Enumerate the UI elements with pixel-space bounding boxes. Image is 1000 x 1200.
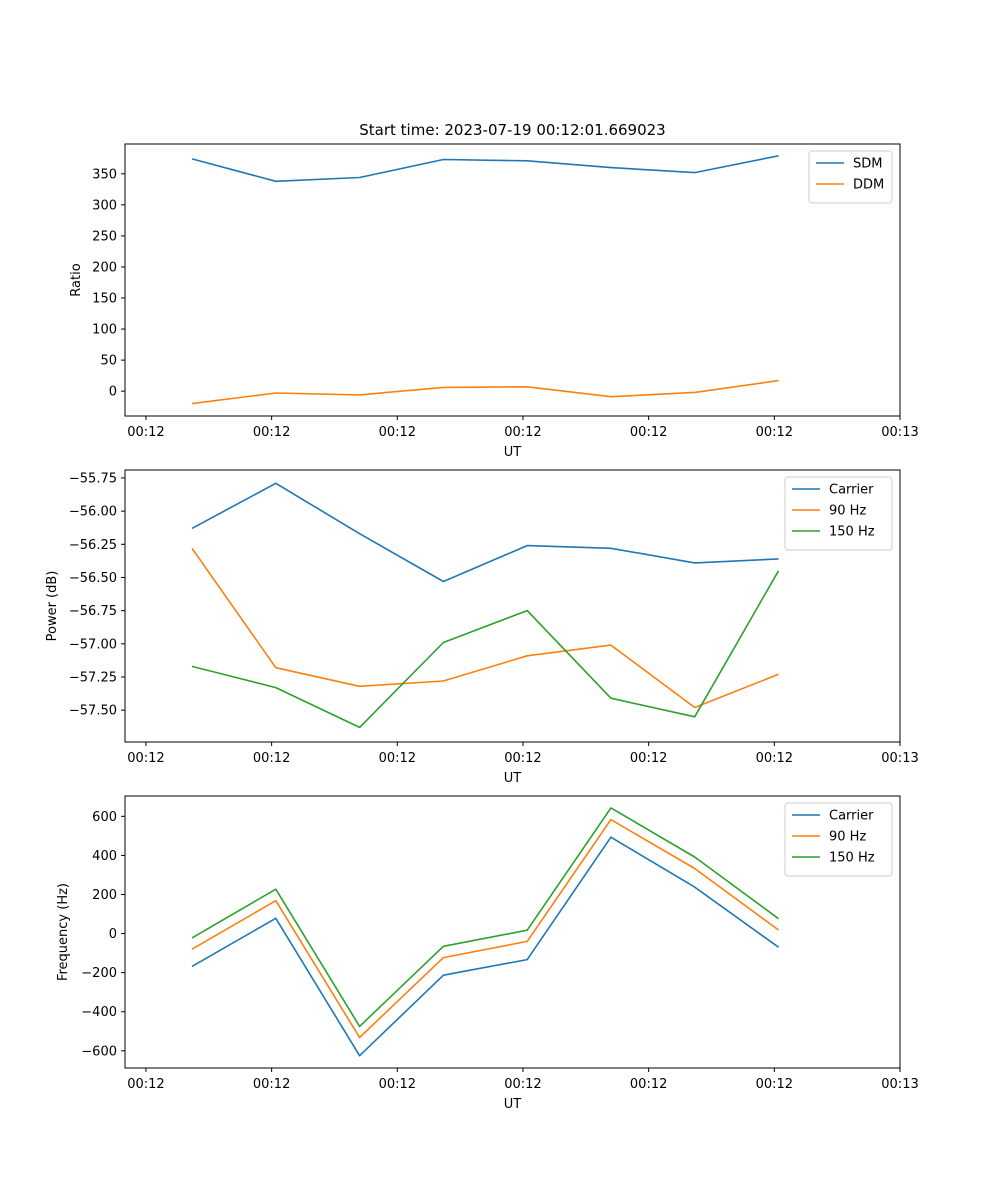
legend-label: 90 Hz — [829, 504, 866, 519]
legend-label: Carrier — [829, 483, 874, 498]
series-line-150-hz — [191, 807, 779, 1028]
y-tick-label: −57.00 — [69, 637, 117, 652]
x-tick-label: 00:12 — [253, 751, 290, 766]
y-tick-label: −56.00 — [69, 505, 117, 520]
x-tick-label: 00:13 — [881, 1077, 918, 1092]
x-tick-label: 00:12 — [756, 425, 793, 440]
chart-power: 00:12 00:12 00:12 00:12 00:12 00:12 00:13 −57.5… — [45, 469, 919, 786]
x-axis-label: UT — [504, 771, 522, 786]
legend: SDM DDM — [808, 150, 893, 204]
legend-label: 150 Hz — [829, 525, 875, 540]
series-line-150-hz — [191, 570, 780, 729]
plot-area — [124, 469, 901, 743]
y-tick-label: 250 — [92, 229, 117, 244]
x-tick-label: 00:12 — [756, 1077, 793, 1092]
x-axis-label: UT — [504, 1097, 522, 1112]
x-tick-label: 00:12 — [504, 425, 541, 440]
y-axis-label: Power (dB) — [45, 571, 60, 642]
x-tick-label: 00:12 — [504, 1077, 541, 1092]
series-line-carrier — [191, 836, 779, 1057]
chart-panels: 00:12 00:12 00:12 00:12 00:12 00:12 00:13 0 50 10… — [45, 143, 919, 1112]
x-tick-label: 00:12 — [504, 751, 541, 766]
x-axis-label: UT — [504, 445, 522, 460]
y-tick-label: −56.75 — [69, 604, 117, 619]
chart-ratio: 00:12 00:12 00:12 00:12 00:12 00:12 00:13 0 50 10… — [69, 143, 919, 460]
x-tick-label: 00:12 — [253, 1077, 290, 1092]
chart-frequency: 00:12 00:12 00:12 00:12 00:12 00:12 00:13 −600 −… — [56, 795, 919, 1112]
y-tick-label: −400 — [81, 1005, 117, 1020]
series-line-90-hz — [191, 818, 779, 1039]
x-tick-label: 00:12 — [630, 751, 667, 766]
legend-label: 150 Hz — [829, 851, 875, 866]
y-tick-label: 200 — [92, 260, 117, 275]
x-tick-label: 00:12 — [253, 425, 290, 440]
y-tick-label: 600 — [92, 810, 117, 825]
legend: Carrier 90 Hz 150 Hz — [784, 802, 893, 877]
x-tick-label: 00:13 — [881, 751, 918, 766]
legend-label: DDM — [853, 178, 884, 193]
y-tick-label: −600 — [81, 1044, 117, 1059]
legend-box — [808, 150, 893, 204]
y-tick-label: −55.75 — [69, 471, 117, 486]
y-tick-label: −56.25 — [69, 538, 117, 553]
series-line-carrier — [191, 482, 779, 583]
y-axis-label: Ratio — [69, 263, 84, 296]
plot-area — [124, 143, 901, 417]
y-tick-label: −200 — [81, 966, 117, 981]
legend-label: 90 Hz — [829, 830, 866, 845]
y-tick-label: 0 — [109, 385, 117, 400]
legend-label: SDM — [853, 157, 882, 172]
y-tick-label: 400 — [92, 849, 117, 864]
y-tick-label: −57.50 — [69, 704, 117, 719]
series-line-90-hz — [191, 547, 779, 709]
x-tick-label: 00:12 — [127, 1077, 164, 1092]
y-tick-label: 100 — [92, 323, 117, 338]
x-tick-label: 00:12 — [379, 1077, 416, 1092]
x-tick-label: 00:12 — [379, 751, 416, 766]
y-tick-label: 150 — [92, 292, 117, 307]
chart-title: Start time: 2023-07-19 00:12:01.669023 — [359, 121, 665, 139]
x-tick-label: 00:12 — [630, 425, 667, 440]
legend-label: Carrier — [829, 809, 874, 824]
x-tick-label: 00:13 — [881, 425, 918, 440]
x-tick-label: 00:12 — [127, 425, 164, 440]
x-tick-label: 00:12 — [127, 751, 164, 766]
series-line-ddm — [191, 379, 779, 405]
y-tick-label: −56.50 — [69, 571, 117, 586]
legend: Carrier 90 Hz 150 Hz — [784, 476, 893, 551]
y-tick-label: 0 — [109, 927, 117, 942]
plot-area — [124, 795, 901, 1069]
x-tick-label: 00:12 — [630, 1077, 667, 1092]
series-line-sdm — [191, 155, 779, 183]
y-tick-label: 300 — [92, 198, 117, 213]
x-tick-label: 00:12 — [379, 425, 416, 440]
y-tick-label: 200 — [92, 888, 117, 903]
y-axis-label: Frequency (Hz) — [56, 883, 71, 981]
y-tick-label: 50 — [100, 354, 117, 369]
y-tick-label: 350 — [92, 167, 117, 182]
x-tick-label: 00:12 — [756, 751, 793, 766]
y-tick-label: −57.25 — [69, 670, 117, 685]
